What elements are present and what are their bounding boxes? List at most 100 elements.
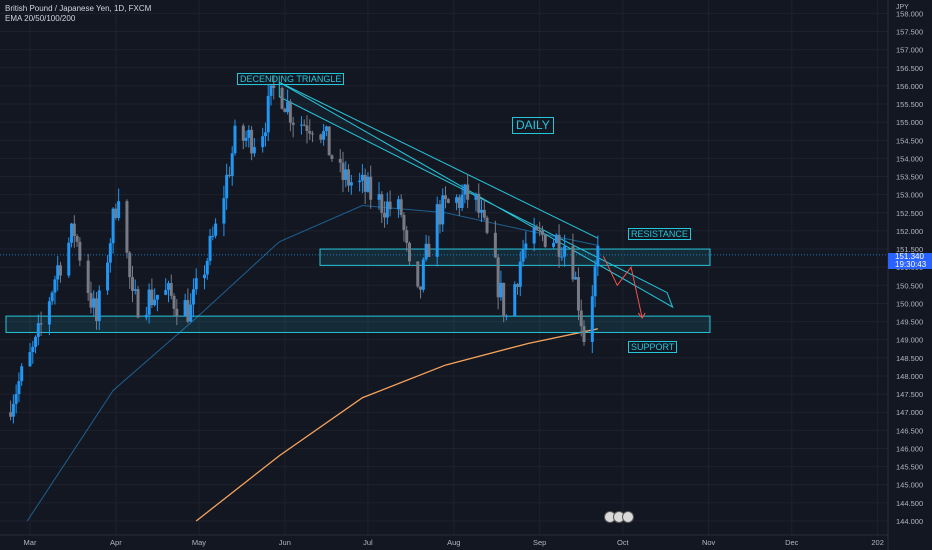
- candle-body: [441, 195, 445, 225]
- candle-body: [14, 394, 18, 404]
- candle-body: [402, 214, 406, 231]
- event-icon[interactable]: [622, 511, 634, 523]
- candle-body: [466, 184, 470, 200]
- candle-body: [322, 130, 326, 140]
- candle-body: [532, 226, 536, 244]
- candle-body: [582, 326, 586, 343]
- candle-body: [117, 201, 121, 218]
- candle-body: [58, 265, 62, 276]
- candle-body: [396, 199, 400, 210]
- candle-body: [169, 283, 173, 296]
- time-tick-label: 202: [871, 538, 884, 547]
- candle-body: [214, 223, 218, 236]
- candle-body: [358, 180, 362, 183]
- candle-body: [205, 260, 209, 275]
- candle-body: [535, 226, 539, 231]
- candle-body: [444, 195, 447, 200]
- support-resistance-zones: [5, 248, 711, 333]
- candle-body: [125, 201, 129, 253]
- candle-body: [596, 245, 600, 267]
- resistance-label[interactable]: RESISTANCE: [628, 228, 691, 240]
- triangle-label[interactable]: DECENDING TRIANGLE: [237, 73, 345, 85]
- projection-path: [602, 256, 646, 319]
- candle-body: [383, 212, 387, 218]
- candle-body: [416, 261, 420, 287]
- candle-body: [291, 122, 295, 125]
- candle-body: [499, 282, 503, 298]
- candle-body: [341, 162, 345, 180]
- chart-legend: British Pound / Japanese Yen, 1D, FXCM E…: [5, 4, 151, 24]
- candle-body: [286, 101, 290, 113]
- price-tick-label: 149.500: [896, 318, 923, 327]
- candle-body: [17, 381, 21, 395]
- time-tick-label: Jun: [279, 538, 291, 547]
- candle-body: [144, 314, 148, 318]
- candle-body: [92, 298, 96, 308]
- candle-body: [419, 286, 423, 290]
- candle-body: [579, 310, 583, 327]
- candle-body: [233, 125, 237, 154]
- bar-countdown: 19:30:43: [895, 260, 927, 269]
- support-zone: [5, 315, 711, 333]
- candle-body: [480, 209, 484, 213]
- time-tick-label: Dec: [785, 538, 799, 547]
- price-tick-label: 157.500: [896, 27, 923, 36]
- candle-body: [590, 296, 594, 343]
- candle-body: [543, 234, 547, 247]
- support-label[interactable]: SUPPORT: [628, 341, 678, 353]
- candle-body: [39, 323, 43, 325]
- last-price-value: 151.340: [895, 252, 924, 261]
- candle-body: [247, 129, 251, 138]
- ema-lines: [26, 205, 598, 522]
- candle-body: [280, 88, 284, 109]
- candle-body: [194, 278, 198, 290]
- price-tick-label: 157.000: [896, 46, 923, 55]
- candle-body: [563, 246, 567, 257]
- time-tick-label: Aug: [447, 538, 460, 547]
- projection-line: [602, 256, 643, 319]
- candle-body: [183, 300, 187, 317]
- candle-body: [521, 248, 525, 262]
- indicator-label[interactable]: EMA 20/50/100/200: [5, 14, 76, 23]
- candle-body: [435, 204, 439, 257]
- time-tick-label: Mar: [24, 538, 37, 547]
- symbol-title[interactable]: British Pound / Japanese Yen, 1D, FXCM: [5, 4, 152, 13]
- candle-body: [424, 243, 428, 260]
- price-tick-label: 147.000: [896, 408, 923, 417]
- price-tick-label: 155.000: [896, 118, 923, 127]
- candle-body: [9, 412, 13, 417]
- candle-body: [593, 266, 597, 297]
- economic-events[interactable]: [604, 510, 634, 528]
- candle-body: [552, 242, 556, 247]
- candle-body: [47, 301, 51, 325]
- candle-body: [53, 279, 57, 293]
- timeframe-label[interactable]: DAILY: [512, 117, 554, 134]
- candle-body: [94, 298, 98, 322]
- price-tick-label: 150.000: [896, 299, 923, 308]
- candle-body: [208, 236, 212, 261]
- candle-body: [56, 265, 60, 280]
- candle-body: [136, 289, 140, 318]
- candle-body: [175, 308, 179, 317]
- candle-body: [108, 243, 112, 263]
- candle-body: [299, 124, 303, 126]
- candle-body: [518, 261, 522, 287]
- candle-body: [513, 284, 517, 317]
- candle-body: [311, 133, 315, 135]
- price-tick-label: 154.000: [896, 154, 923, 163]
- candle-body: [574, 277, 578, 280]
- price-tick-label: 144.000: [896, 517, 923, 526]
- candle-body: [31, 346, 35, 353]
- candle-body: [457, 197, 461, 208]
- price-tick-label: 146.000: [896, 444, 923, 453]
- candle-body: [70, 223, 74, 243]
- candle-body: [421, 259, 425, 290]
- candle-body: [28, 352, 32, 367]
- last-price-tag: 151.340 19:30:43: [888, 253, 932, 269]
- candle-body: [75, 236, 79, 242]
- candle-body: [319, 134, 323, 140]
- price-tick-label: 153.000: [896, 191, 923, 200]
- candle-body: [86, 260, 90, 294]
- price-tick-label: 158.000: [896, 9, 923, 18]
